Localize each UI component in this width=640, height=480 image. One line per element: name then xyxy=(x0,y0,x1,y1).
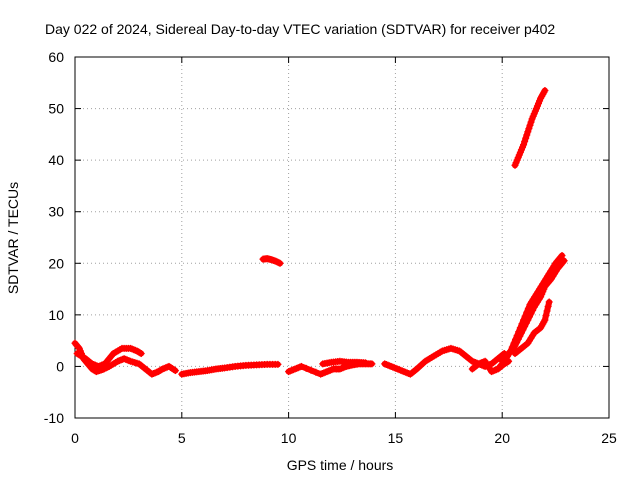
x-tick-label: 20 xyxy=(494,430,510,446)
data-point xyxy=(527,118,535,126)
y-tick-label: 0 xyxy=(56,358,64,374)
data-point xyxy=(527,310,535,318)
data-point xyxy=(525,313,533,321)
data-point xyxy=(74,343,82,351)
data-point xyxy=(520,141,528,149)
y-tick-label: -10 xyxy=(44,410,64,426)
y-tick-label: 60 xyxy=(48,49,64,65)
data-point xyxy=(523,131,531,139)
x-tick-label: 15 xyxy=(388,430,404,446)
data-point xyxy=(522,341,530,349)
x-tick-label: 5 xyxy=(178,430,186,446)
data-point xyxy=(312,368,320,376)
data-point xyxy=(361,359,369,367)
data-point xyxy=(307,366,315,374)
data-point xyxy=(545,298,553,306)
data-point xyxy=(368,360,376,368)
data-point xyxy=(511,342,519,350)
data-point xyxy=(560,257,568,265)
y-tick-label: 10 xyxy=(48,307,64,323)
data-point xyxy=(297,362,305,370)
data-point xyxy=(411,366,419,374)
data-point xyxy=(522,319,530,327)
data-point xyxy=(171,367,179,375)
data-point xyxy=(529,306,537,314)
data-point xyxy=(521,322,529,330)
data-point xyxy=(525,125,533,133)
data-point xyxy=(276,259,284,267)
y-tick-label: 40 xyxy=(48,152,64,168)
y-tick-label: 50 xyxy=(48,101,64,117)
data-point xyxy=(522,134,530,142)
data-point xyxy=(516,332,524,340)
data-point xyxy=(541,87,549,95)
y-tick-label: 30 xyxy=(48,204,64,220)
y-axis-label: SDTVAR / TECUs xyxy=(5,182,21,294)
data-point xyxy=(513,339,521,347)
data-point xyxy=(524,128,532,136)
data-point xyxy=(519,326,527,334)
data-point xyxy=(524,316,532,324)
data-point xyxy=(542,312,550,320)
data-point xyxy=(521,137,529,145)
plot-frame xyxy=(74,56,610,419)
data-point xyxy=(543,307,551,315)
data-point xyxy=(302,364,310,372)
chart-title: Day 022 of 2024, Sidereal Day-to-day VTE… xyxy=(45,21,555,37)
x-tick-label: 10 xyxy=(281,430,297,446)
data-point xyxy=(517,329,525,337)
x-axis-label: GPS time / hours xyxy=(287,457,394,473)
data-point xyxy=(137,350,145,358)
y-tick-label: 20 xyxy=(48,255,64,271)
x-tick-label: 25 xyxy=(601,430,617,446)
data-point xyxy=(544,302,552,310)
data-markers xyxy=(71,87,568,378)
data-point xyxy=(541,316,549,324)
x-tick-label: 0 xyxy=(71,430,79,446)
data-point xyxy=(526,121,534,129)
axis-ticks: 0 5 10 15 20 25 -10 0 10 20 30 40 50 60 xyxy=(44,49,617,446)
data-point xyxy=(170,366,178,374)
data-point xyxy=(558,252,566,260)
data-point xyxy=(274,360,282,368)
data-point xyxy=(514,335,522,343)
